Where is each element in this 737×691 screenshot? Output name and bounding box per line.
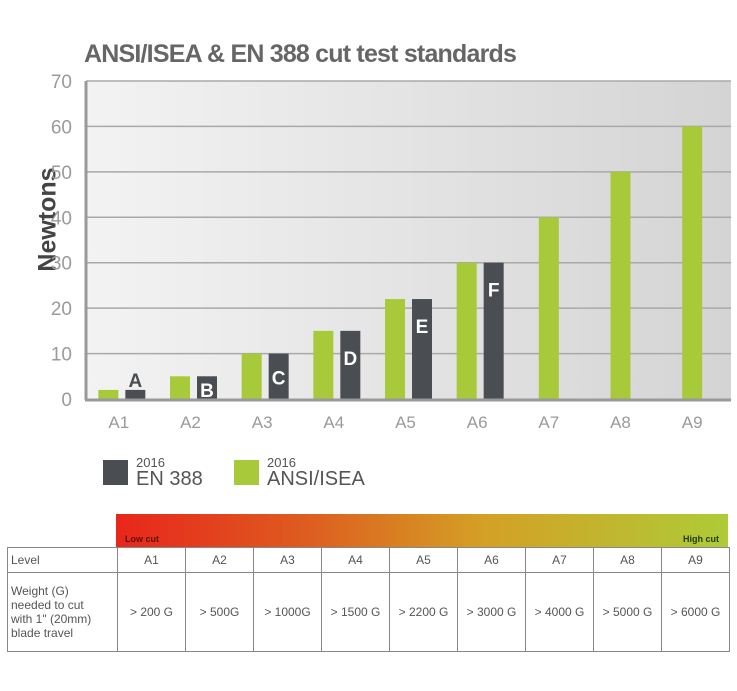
legend-name: EN 388 bbox=[136, 468, 203, 490]
legend-year: 2016 bbox=[267, 455, 296, 470]
legend-swatch-ansi bbox=[234, 460, 259, 485]
bar-ansi-a5 bbox=[385, 299, 405, 399]
x-tick-label: A9 bbox=[682, 413, 703, 432]
chart-title: ANSI/ISEA & EN 388 cut test standards bbox=[84, 40, 517, 68]
weight-header-line: with 1" (20mm) bbox=[11, 612, 92, 626]
bar-en388-a2 bbox=[197, 376, 217, 399]
bar-ansi-a3 bbox=[241, 353, 262, 399]
plot-background bbox=[86, 81, 731, 399]
bar-ansi-a6 bbox=[456, 262, 477, 399]
bar-letter-label: F bbox=[488, 281, 500, 302]
bar-letter-label: B bbox=[200, 381, 214, 402]
weight-cell: > 1500 G bbox=[321, 572, 390, 652]
legend-en388: 2016 EN 388 bbox=[103, 456, 203, 489]
weight-cell: > 500G bbox=[185, 572, 254, 652]
y-tick-label: 70 bbox=[51, 72, 72, 93]
bar-ansi-a1 bbox=[98, 389, 119, 399]
x-tick-label: A2 bbox=[180, 413, 201, 432]
bar-letter-label: D bbox=[343, 349, 357, 370]
x-tick-label: A6 bbox=[467, 413, 488, 432]
y-tick-label: 50 bbox=[51, 163, 72, 184]
x-tick-label: A8 bbox=[610, 413, 631, 432]
y-tick-label: 0 bbox=[61, 390, 72, 411]
y-tick-label: 40 bbox=[51, 208, 72, 229]
bar-en388-a6 bbox=[483, 262, 504, 399]
bar-en388-a1 bbox=[125, 389, 146, 399]
legend-year: 2016 bbox=[136, 455, 165, 470]
level-cell: A6 bbox=[457, 547, 526, 573]
x-tick-label: A7 bbox=[538, 413, 559, 432]
y-tick-label: 30 bbox=[51, 254, 72, 275]
level-cell: A5 bbox=[389, 547, 458, 573]
weight-cell: > 200 G bbox=[117, 572, 186, 652]
x-tick-label: A3 bbox=[252, 413, 273, 432]
level-cell: A2 bbox=[185, 547, 254, 573]
y-tick-label: 60 bbox=[51, 117, 72, 138]
level-cell: A3 bbox=[253, 547, 322, 573]
high-cut-label: High cut bbox=[683, 534, 719, 544]
level-cell: A7 bbox=[525, 547, 594, 573]
table-row-level: Level A1 A2 A3 A4 A5 A6 A7 A8 A9 bbox=[7, 547, 730, 573]
weight-header-line: blade travel bbox=[11, 626, 74, 640]
weight-cell: > 3000 G bbox=[457, 572, 526, 652]
bar-chart: A B C D E F 0 10 20 30 40 50 60 70 A1 A2 A3 A4 A5 A6 A7 A8 A… bbox=[51, 72, 731, 432]
cut-level-table: Level A1 A2 A3 A4 A5 A6 A7 A8 A9 Weight (G) need… bbox=[7, 547, 730, 652]
bar-letter-label: E bbox=[416, 317, 429, 338]
level-cell: A1 bbox=[117, 547, 186, 573]
bar-ansi-a8 bbox=[610, 171, 631, 399]
table-row-weight: Weight (G) needed to cut with 1" (20mm) … bbox=[7, 572, 730, 652]
level-cell: A4 bbox=[321, 547, 390, 573]
bar-letter-label: C bbox=[272, 368, 286, 389]
weight-cell: > 1000G bbox=[253, 572, 322, 652]
x-tick-label: A4 bbox=[323, 413, 344, 432]
level-header: Level bbox=[7, 547, 118, 573]
bar-en388-a4 bbox=[340, 330, 361, 399]
cut-scale-gradient: Low cut High cut bbox=[116, 514, 728, 547]
x-tick-label: A1 bbox=[108, 413, 129, 432]
bar-en388-a3 bbox=[268, 353, 289, 399]
bar-ansi-a4 bbox=[313, 330, 334, 399]
bar-ansi-a9 bbox=[682, 126, 703, 399]
legend-swatch-en388 bbox=[103, 460, 128, 485]
weight-header-line: needed to cut bbox=[11, 598, 84, 612]
y-tick-label: 10 bbox=[51, 345, 72, 366]
bar-ansi-a7 bbox=[538, 217, 559, 399]
level-cell: A9 bbox=[661, 547, 730, 573]
weight-cell: > 6000 G bbox=[661, 572, 730, 652]
weight-cell: > 5000 G bbox=[593, 572, 662, 652]
legend-ansi: 2016 ANSI/ISEA bbox=[234, 456, 365, 489]
level-cell: A8 bbox=[593, 547, 662, 573]
bar-ansi-a2 bbox=[170, 376, 190, 399]
weight-cell: > 2200 G bbox=[389, 572, 458, 652]
x-tick-label: A5 bbox=[395, 413, 416, 432]
legend-name: ANSI/ISEA bbox=[267, 468, 365, 490]
weight-cell: > 4000 G bbox=[525, 572, 594, 652]
weight-header: Weight (G) needed to cut with 1" (20mm) … bbox=[7, 572, 118, 652]
y-tick-label: 20 bbox=[51, 299, 72, 320]
weight-header-line: Weight (G) bbox=[11, 584, 69, 598]
low-cut-label: Low cut bbox=[125, 534, 159, 544]
bar-en388-a5 bbox=[412, 299, 432, 399]
bar-letter-label: A bbox=[128, 371, 142, 392]
